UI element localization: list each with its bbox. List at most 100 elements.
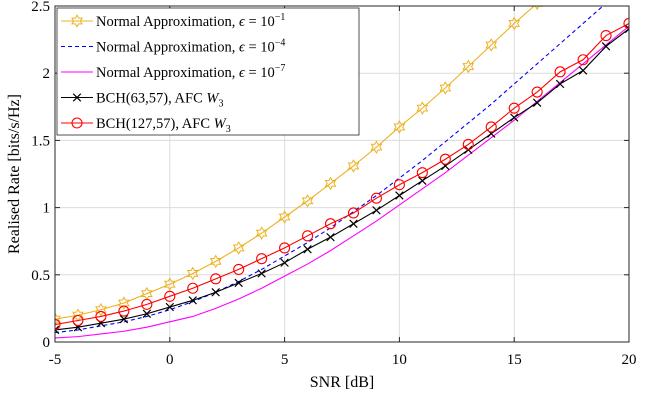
- data-point: [187, 282, 199, 294]
- plot-frame: [54, 5, 630, 343]
- legend-label: Normal Approximation, ϵ = 10−1: [96, 12, 285, 30]
- data-point: [508, 16, 521, 31]
- data-point: [393, 120, 406, 134]
- data-point: [257, 269, 266, 278]
- data-point: [119, 314, 129, 324]
- series-line: [55, 6, 535, 320]
- data-point: [485, 121, 497, 133]
- series-3: [55, 25, 629, 339]
- data-point: [255, 226, 268, 240]
- data-point: [372, 206, 381, 215]
- data-point: [601, 42, 611, 51]
- data-point: [416, 101, 429, 115]
- data-point: [142, 309, 152, 319]
- data-point: [439, 81, 452, 95]
- y-tick-label: 0: [43, 335, 51, 351]
- data-point: [278, 210, 291, 224]
- data-point: [578, 66, 588, 75]
- series-1: [55, 6, 544, 326]
- x-tick-label: 10: [392, 352, 407, 368]
- legend-box: [56, 7, 360, 136]
- data-point: [324, 218, 337, 230]
- y-tick-label: 2: [43, 66, 51, 82]
- data-point: [117, 296, 130, 310]
- data-point: [55, 318, 61, 331]
- data-point: [301, 194, 314, 208]
- data-point: [462, 59, 475, 74]
- data-point: [279, 242, 291, 254]
- data-point: [600, 30, 612, 42]
- data-point: [234, 278, 243, 288]
- y-tick-label: 2.5: [31, 0, 50, 15]
- data-point: [186, 266, 199, 281]
- legend-entry: Normal Approximation, ϵ = 10−1: [61, 12, 285, 30]
- data-point: [164, 290, 176, 302]
- x-tick-label: 5: [281, 352, 289, 368]
- legend-label: Normal Approximation, ϵ = 10−4: [96, 38, 285, 56]
- series-layer: [55, 6, 629, 339]
- data-point: [165, 302, 175, 312]
- data-point: [393, 179, 405, 191]
- data-point: [531, 86, 543, 98]
- data-point: [554, 66, 566, 78]
- data-point: [508, 102, 520, 114]
- data-point: [95, 310, 107, 323]
- y-axis-label: Realised Rate [bits/s/Hz]: [6, 94, 23, 254]
- data-point: [509, 113, 519, 122]
- data-point: [302, 230, 314, 242]
- data-point: [395, 191, 404, 200]
- data-point: [347, 207, 360, 219]
- data-point: [577, 54, 589, 66]
- data-point: [370, 192, 382, 204]
- x-tick-label: 20: [622, 352, 637, 368]
- legend-entry: BCH(127,57), AFC W3: [61, 116, 231, 135]
- data-point: [418, 176, 427, 185]
- series-5: [55, 17, 629, 331]
- legend-entry: BCH(63,57), AFC W3: [61, 91, 223, 110]
- data-point: [303, 245, 312, 254]
- series-line: [55, 28, 629, 331]
- data-point: [55, 312, 61, 326]
- x-tick-label: -5: [49, 352, 62, 368]
- legend-label: Normal Approximation, ϵ = 10−7: [96, 63, 285, 81]
- data-point: [623, 17, 629, 30]
- data-point: [280, 258, 289, 267]
- data-point: [233, 263, 245, 275]
- data-point: [531, 6, 544, 11]
- legend: Normal Approximation, ϵ = 10−1 Normal App…: [56, 7, 360, 136]
- data-point: [624, 24, 629, 34]
- x-tick-label: 0: [166, 352, 174, 368]
- series-4: [55, 24, 629, 335]
- data-point: [188, 296, 197, 305]
- series-line: [55, 25, 629, 339]
- data-point: [55, 325, 60, 335]
- legend-entry: Normal Approximation, ϵ = 10−7: [61, 63, 285, 81]
- data-point: [71, 14, 83, 28]
- data-point: [326, 232, 335, 242]
- data-point: [211, 288, 220, 297]
- data-point: [370, 140, 383, 154]
- x-tick-label: 15: [507, 352, 522, 368]
- data-point: [347, 159, 360, 173]
- data-point: [141, 298, 153, 310]
- y-tick-label: 0.5: [31, 268, 50, 284]
- data-point: [462, 138, 474, 150]
- legend-entry: Normal Approximation, ϵ = 10−4: [61, 38, 285, 56]
- data-point: [210, 273, 222, 285]
- y-tick-label: 1: [43, 201, 51, 217]
- data-point: [485, 38, 498, 52]
- data-point: [349, 219, 358, 228]
- data-point: [72, 314, 84, 327]
- legend-label: BCH(127,57), AFC W3: [96, 116, 231, 135]
- x-axis-label: SNR [dB]: [310, 374, 374, 391]
- data-point: [555, 79, 565, 89]
- data-point: [232, 241, 245, 255]
- y-tick-labels: 0 0.5 1 1.5 2 2.5: [31, 0, 50, 351]
- y-tick-label: 1.5: [31, 133, 50, 149]
- data-point: [532, 98, 542, 107]
- data-point: [71, 117, 83, 129]
- data-point: [118, 305, 130, 317]
- data-point: [163, 277, 176, 292]
- data-point: [209, 254, 222, 269]
